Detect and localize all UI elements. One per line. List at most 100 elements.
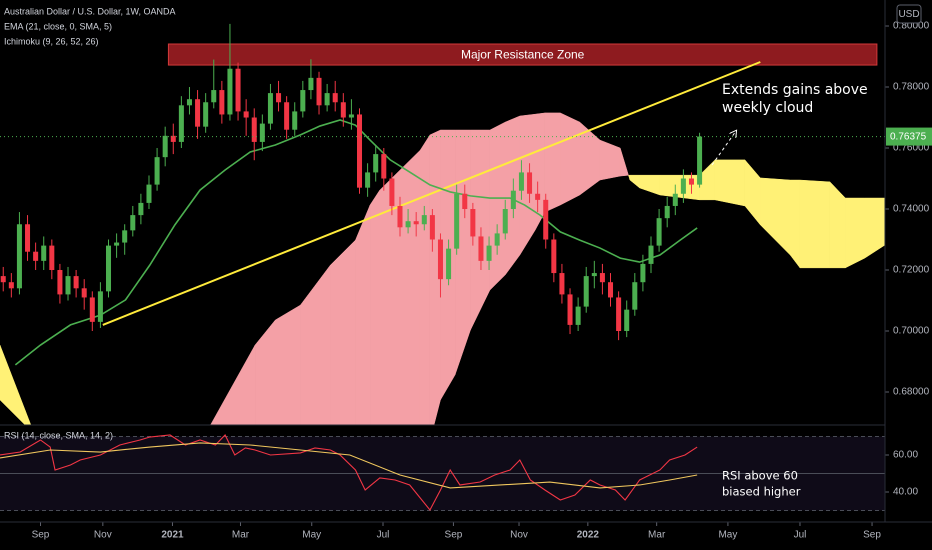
last-price-label: 0.76375 bbox=[890, 132, 927, 143]
x-tick-label: May bbox=[718, 530, 737, 541]
candle-body bbox=[195, 99, 201, 127]
candle-body bbox=[632, 282, 638, 310]
x-tick-label: Nov bbox=[94, 530, 112, 541]
cloud-segment bbox=[619, 147, 629, 177]
candle-body bbox=[527, 172, 533, 194]
rsi-pane bbox=[0, 434, 885, 512]
zone-label: Major Resistance Zone bbox=[461, 48, 585, 62]
overlay: Major Resistance Zone 0.68000 0.70000 0.720… bbox=[0, 21, 932, 541]
candle-body bbox=[624, 309, 630, 332]
candle-body bbox=[446, 248, 452, 280]
candle-body bbox=[308, 77, 314, 91]
y-tick-label: 0.76000 bbox=[893, 143, 930, 154]
candle-body bbox=[373, 154, 379, 173]
rsi-series bbox=[0, 434, 698, 511]
candle-body bbox=[591, 273, 597, 277]
legend-ichimoku: Ichimoku (9, 26, 52, 26) bbox=[4, 36, 99, 46]
cloud-segment bbox=[429, 129, 441, 425]
candle-body bbox=[170, 135, 176, 142]
candle-body bbox=[33, 251, 39, 261]
candle-body bbox=[340, 102, 346, 118]
cloud-segment bbox=[864, 197, 885, 259]
candle-body bbox=[186, 99, 192, 106]
candle-body bbox=[73, 276, 79, 289]
chart-title: Australian Dollar / U.S. Dollar, 1W, OAN… bbox=[4, 6, 176, 16]
candle-body bbox=[97, 291, 103, 322]
x-tick-label: Nov bbox=[510, 530, 528, 541]
candle-body bbox=[146, 184, 152, 203]
x-tick-label: Mar bbox=[648, 530, 666, 541]
candle-body bbox=[292, 111, 298, 130]
last-price-box bbox=[886, 127, 932, 146]
candle-body bbox=[219, 90, 225, 115]
candle-body bbox=[648, 245, 654, 264]
candle-body bbox=[0, 276, 6, 283]
cloud-segment bbox=[799, 179, 831, 269]
candle-body bbox=[41, 245, 47, 261]
cloud-segment bbox=[714, 159, 746, 207]
currency-box bbox=[896, 4, 922, 24]
x-tick-label: Jul bbox=[377, 530, 390, 541]
cloud-segment bbox=[489, 121, 506, 291]
candle-body bbox=[57, 270, 63, 295]
rsi-note-line: RSI above 60 bbox=[722, 469, 798, 483]
resistance-zone bbox=[167, 43, 878, 66]
y-tick-label: 0.68000 bbox=[893, 387, 930, 398]
rsi-title: RSI (14, close, SMA, 14, 2) bbox=[4, 430, 113, 440]
candle-body bbox=[114, 242, 120, 246]
y-tick-label: 0.72000 bbox=[893, 265, 930, 276]
candle-body bbox=[575, 306, 581, 325]
y-tick-label: 0.80000 bbox=[893, 21, 930, 32]
x-tick-label: 2021 bbox=[161, 530, 184, 541]
candle-body bbox=[583, 276, 589, 307]
candle-body bbox=[203, 102, 209, 127]
cloud-segment bbox=[845, 197, 866, 269]
trendline bbox=[102, 61, 761, 326]
candle-body bbox=[211, 90, 217, 103]
candle-body bbox=[608, 282, 614, 298]
candle-body bbox=[389, 178, 395, 206]
y-tick-label: 0.74000 bbox=[893, 204, 930, 215]
candle-body bbox=[267, 93, 273, 124]
main-pane bbox=[0, 23, 885, 425]
candle-body bbox=[65, 276, 71, 295]
candle-body bbox=[49, 245, 55, 271]
cloud-segment bbox=[24, 409, 32, 425]
y-tick-label: 60.00 bbox=[893, 450, 918, 461]
candle-body bbox=[421, 215, 427, 225]
candle-body bbox=[381, 154, 387, 179]
cloud-segment bbox=[544, 112, 561, 213]
x-tick-label: Sep bbox=[445, 530, 463, 541]
candle-body bbox=[227, 68, 233, 115]
candle-body bbox=[518, 172, 524, 191]
x-tick-label: Sep bbox=[863, 530, 881, 541]
ema-line bbox=[14, 119, 698, 366]
candle-body bbox=[243, 111, 249, 118]
candle-body bbox=[535, 193, 541, 200]
candle-body bbox=[365, 172, 371, 188]
cloud-segment bbox=[790, 179, 801, 269]
x-tick-label: Jul bbox=[794, 530, 807, 541]
y-axis-label: USD bbox=[898, 9, 919, 20]
candle-body bbox=[656, 218, 662, 246]
candle-body bbox=[251, 117, 257, 142]
x-tick-label: May bbox=[302, 530, 321, 541]
x-tick-label: Mar bbox=[232, 530, 250, 541]
candle-body bbox=[348, 114, 354, 118]
candle-body bbox=[470, 209, 476, 237]
candle-body bbox=[105, 245, 112, 292]
candle-body bbox=[680, 178, 686, 194]
candle-body bbox=[81, 288, 87, 298]
candle-body bbox=[235, 68, 241, 112]
candle-body bbox=[25, 224, 31, 252]
note-arrow bbox=[711, 131, 736, 166]
candle-body bbox=[462, 193, 468, 210]
candle-body bbox=[437, 239, 443, 280]
candle-body bbox=[486, 245, 492, 261]
candle-body bbox=[332, 93, 338, 103]
candle-body bbox=[599, 273, 605, 283]
candle-body bbox=[640, 263, 646, 283]
candle-body bbox=[316, 77, 322, 106]
y-tick-label: 0.78000 bbox=[893, 82, 930, 93]
